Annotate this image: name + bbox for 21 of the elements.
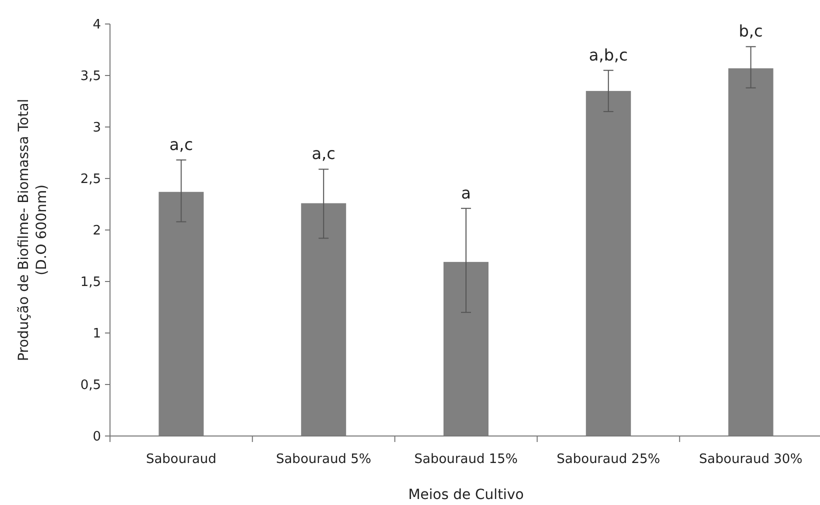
y-tick-label: 3: [92, 120, 101, 136]
y-tick-label: 1,5: [80, 275, 101, 290]
y-tick-label: 1: [92, 326, 101, 342]
annotation: a,c: [312, 144, 336, 164]
y-tick-label: 4: [92, 18, 101, 33]
annotation: a: [461, 183, 471, 202]
y-tick-label: 2: [92, 224, 101, 239]
y-tick-label: 2,5: [80, 172, 101, 188]
x-tick-label: Sabouraud 25%: [556, 452, 660, 467]
y-axis-title: Produção de Biofilme- Biomassa Total (D.O 600nm): [16, 98, 50, 362]
x-tick-label: Sabouraud: [146, 452, 216, 467]
y-tick-label: 0,5: [80, 378, 101, 394]
y-tick-label: 0: [92, 430, 101, 445]
x-tick-label: Sabouraud 5%: [276, 452, 372, 467]
x-tick-label: Sabouraud 15%: [414, 452, 518, 467]
annotation: b,c: [738, 22, 763, 41]
annotation: a,b,c: [588, 45, 628, 64]
x-axis-title: Meios de Cultivo: [408, 487, 524, 503]
x-tick-label: Sabouraud 30%: [699, 452, 803, 467]
annotation: a,c: [169, 134, 194, 154]
y-tick-label: 3,5: [80, 69, 101, 84]
